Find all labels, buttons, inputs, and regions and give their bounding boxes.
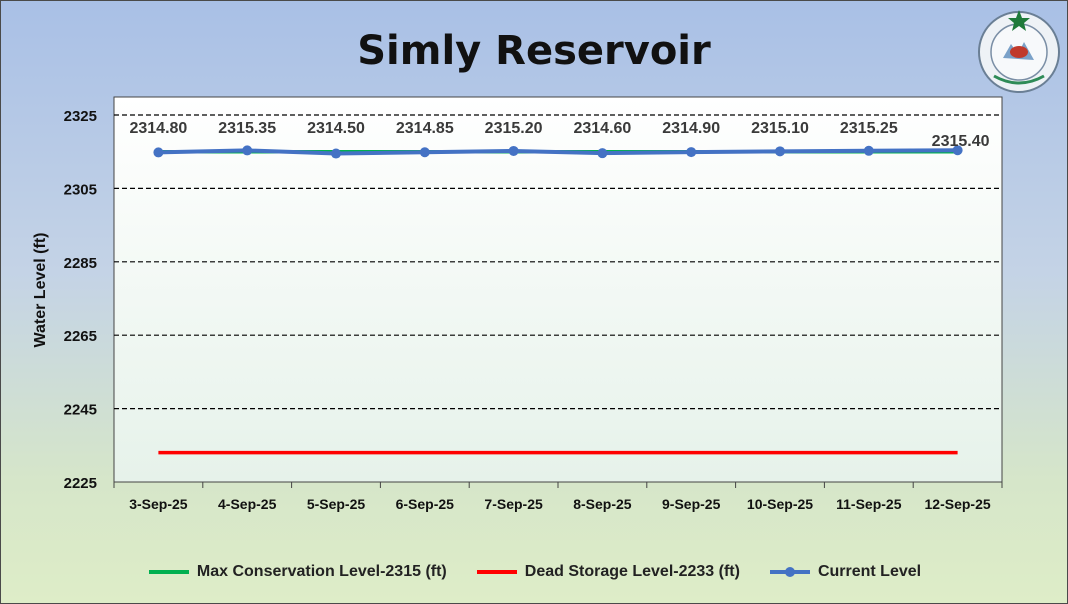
current-level-point — [597, 148, 608, 159]
current-level-point — [686, 147, 697, 158]
y-tick-label: 2225 — [64, 475, 97, 492]
legend-label: Current Level — [817, 563, 922, 580]
data-label: 2314.50 — [307, 120, 365, 137]
data-label: 2315.35 — [218, 120, 276, 137]
x-tick-label: 4-Sep-25 — [218, 496, 277, 512]
legend-item-current-level: Current Level — [768, 563, 921, 581]
legend-item-dead-storage: Dead Storage Level-2233 (ft) — [475, 563, 740, 581]
plot-area — [113, 96, 1003, 483]
chart-title: Simly Reservoir — [357, 28, 711, 74]
y-tick-labels: 2225 2245 2265 2285 2305 2325 — [64, 108, 97, 492]
current-level-point — [775, 146, 785, 157]
y-tick-label: 2265 — [64, 328, 97, 345]
x-tick-label: 3-Sep-25 — [129, 496, 188, 512]
x-tick-label: 5-Sep-25 — [307, 496, 366, 512]
y-tick-label: 2285 — [64, 255, 97, 272]
x-tick-label: 10-Sep-25 — [747, 496, 813, 512]
current-level-point — [331, 148, 341, 159]
data-label: 2315.40 — [932, 133, 990, 150]
x-tick-label: 12-Sep-25 — [925, 496, 991, 512]
data-label: 2314.85 — [396, 120, 454, 137]
y-tick-label: 2305 — [64, 181, 97, 198]
legend-swatch-green-line — [148, 570, 189, 574]
data-label: 2314.90 — [662, 120, 720, 137]
legend: Max Conservation Level-2315 (ft) Dead St… — [0, 561, 1068, 583]
data-label: 2314.60 — [573, 120, 631, 137]
legend-label: Max Conservation Level-2315 (ft) — [196, 563, 447, 580]
gridlines — [114, 114, 1002, 410]
data-label: 2315.20 — [485, 120, 543, 137]
legend-label: Dead Storage Level-2233 (ft) — [524, 563, 740, 580]
legend-item-max-conservation: Max Conservation Level-2315 (ft) — [147, 563, 447, 581]
x-tick-label: 7-Sep-25 — [484, 496, 543, 512]
current-level-point — [242, 145, 253, 156]
series-layer — [153, 145, 963, 455]
current-level-point — [153, 147, 164, 158]
current-level-point — [863, 145, 874, 156]
current-level-point — [508, 145, 519, 156]
x-tick-label: 11-Sep-25 — [836, 496, 902, 512]
legend-swatch-blue-marker-line — [769, 567, 810, 577]
data-labels: 2314.80 2315.35 2314.50 2314.85 2315.20 2314.… — [129, 120, 989, 150]
current-level-line — [158, 148, 958, 156]
data-label: 2315.25 — [840, 120, 898, 137]
y-tick-label: 2245 — [64, 402, 97, 419]
x-tick-label: 9-Sep-25 — [662, 496, 721, 512]
data-label: 2315.10 — [751, 120, 809, 137]
current-level-point — [419, 147, 430, 158]
data-label: 2314.80 — [129, 120, 187, 137]
y-tick-label: 2325 — [64, 108, 97, 125]
x-tick-label: 8-Sep-25 — [573, 496, 632, 512]
x-tick-label: 6-Sep-25 — [396, 496, 455, 512]
x-tick-labels: 3-Sep-25 4-Sep-25 5-Sep-25 6-Sep-25 7-Sep-25… — [113, 482, 1003, 512]
current-level-point — [952, 145, 963, 156]
pmd-logo — [978, 10, 1060, 93]
legend-swatch-red-line — [476, 570, 517, 574]
